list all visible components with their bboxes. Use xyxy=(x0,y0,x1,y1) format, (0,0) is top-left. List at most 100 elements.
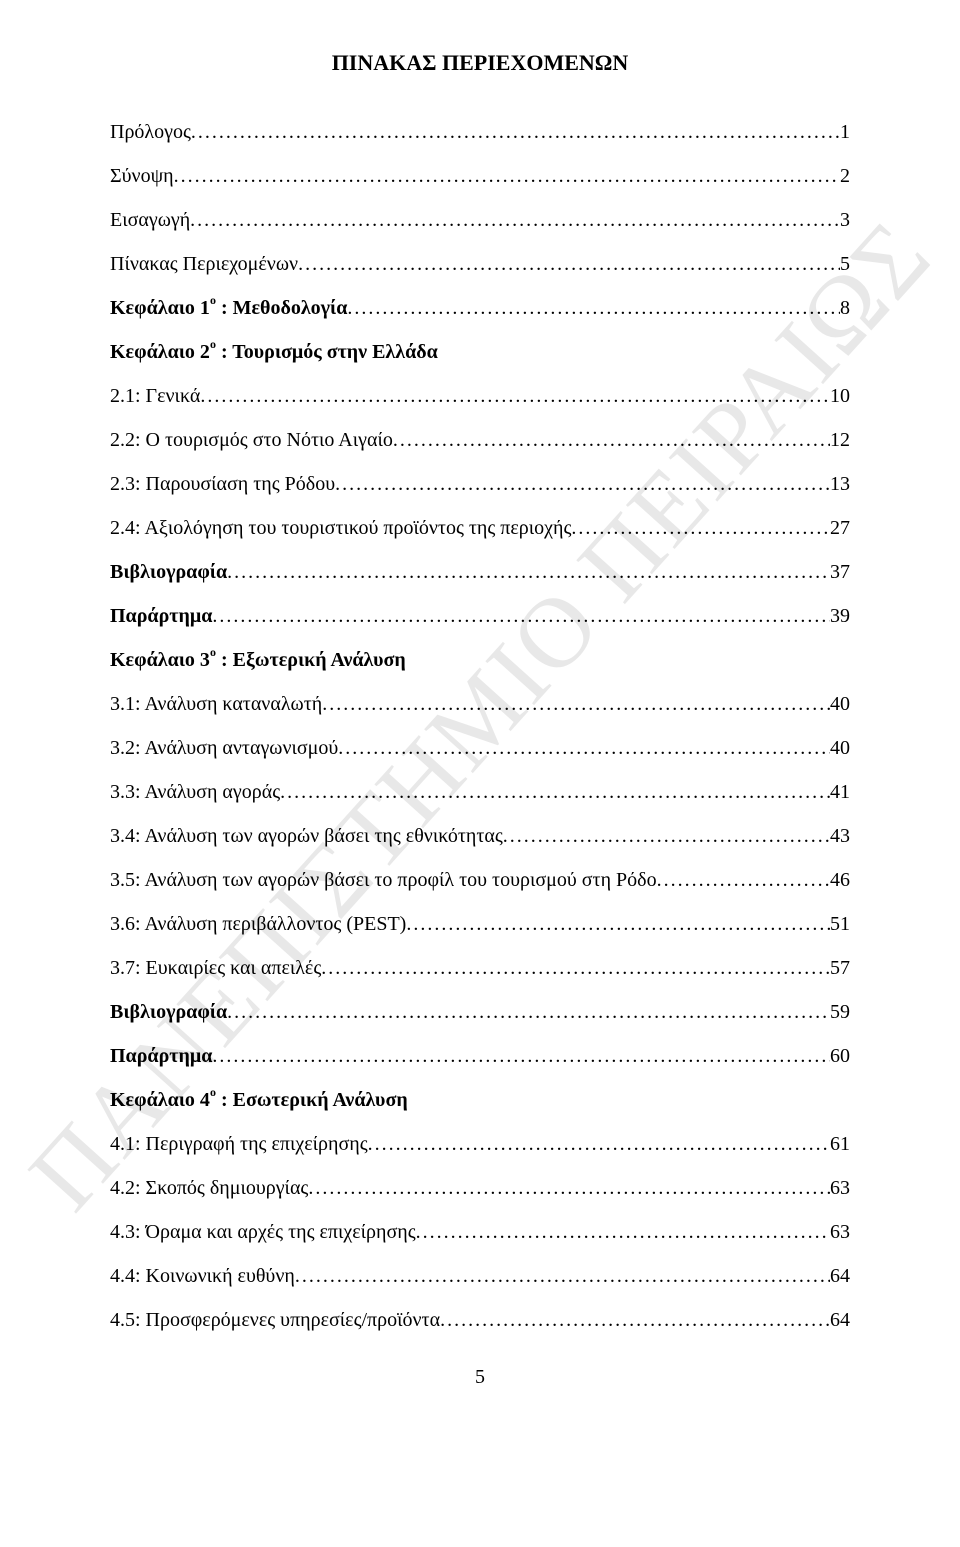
toc-entry-label: 3.4: Ανάλυση των αγορών βάσει της εθνικό… xyxy=(110,820,503,852)
toc-entry-page: 3 xyxy=(840,204,850,236)
toc-leader-dots: ........................................… xyxy=(227,996,830,1028)
toc-entry: 3.6: Ανάλυση περιβάλλοντος (PEST).......… xyxy=(110,908,850,940)
toc-entry-page: 51 xyxy=(830,908,850,940)
toc-entry-page: 39 xyxy=(830,600,850,632)
toc-entry-label: 2.2: Ο τουρισμός στο Νότιο Αιγαίο xyxy=(110,424,393,456)
toc-leader-dots: ........................................… xyxy=(393,424,830,456)
toc-entry-page: 40 xyxy=(830,688,850,720)
toc-entry-label: Κεφάλαιο 3ο : Εξωτερική Ανάλυση xyxy=(110,644,406,676)
toc-entry-page: 63 xyxy=(830,1216,850,1248)
toc-entry-page: 60 xyxy=(830,1040,850,1072)
toc-content: ΠΙΝΑΚΑΣ ΠΕΡΙΕΧΟΜΕΝΩΝ Πρόλογος...........… xyxy=(110,50,850,1389)
toc-entry-sup: ο xyxy=(210,293,216,307)
toc-entry-label: 3.5: Ανάλυση των αγορών βάσει το προφίλ … xyxy=(110,864,657,896)
toc-entry-label: Πρόλογος xyxy=(110,116,191,148)
toc-leader-dots: ........................................… xyxy=(347,292,840,324)
toc-entry-page: 8 xyxy=(840,292,850,324)
toc-leader-dots: ........................................… xyxy=(338,732,830,764)
toc-entry-page: 37 xyxy=(830,556,850,588)
toc-entry-label: Παράρτημα xyxy=(110,1040,212,1072)
toc-leader-dots: ........................................… xyxy=(280,776,830,808)
toc-entry-label: Κεφάλαιο 1ο : Μεθοδολογία xyxy=(110,292,347,324)
toc-leader-dots: ........................................… xyxy=(191,116,840,148)
toc-entry-page: 63 xyxy=(830,1172,850,1204)
toc-entry-page: 12 xyxy=(830,424,850,456)
toc-leader-dots: ........................................… xyxy=(335,468,830,500)
toc-entry: Κεφάλαιο 4ο : Εσωτερική Ανάλυση xyxy=(110,1084,850,1116)
toc-leader-dots: ........................................… xyxy=(308,1172,830,1204)
toc-entry-label: Βιβλιογραφία xyxy=(110,556,227,588)
toc-leader-dots: ........................................… xyxy=(227,556,830,588)
toc-leader-dots: ........................................… xyxy=(406,908,830,940)
toc-entry-page: 5 xyxy=(840,248,850,280)
toc-entry-page: 2 xyxy=(840,160,850,192)
toc-leader-dots: ........................................… xyxy=(298,248,840,280)
toc-entry-label: 3.6: Ανάλυση περιβάλλοντος (PEST) xyxy=(110,908,406,940)
toc-entry: Σύνοψη..................................… xyxy=(110,160,850,192)
toc-entry-page: 46 xyxy=(830,864,850,896)
toc-entry: Βιβλιογραφία............................… xyxy=(110,556,850,588)
toc-leader-dots: ........................................… xyxy=(200,380,830,412)
toc-entry: 3.2: Ανάλυση ανταγωνισμού...............… xyxy=(110,732,850,764)
toc-leader-dots: ........................................… xyxy=(321,952,830,984)
toc-leader-dots: ........................................… xyxy=(190,204,840,236)
toc-leader-dots: ........................................… xyxy=(416,1216,830,1248)
toc-entry: Εισαγωγή................................… xyxy=(110,204,850,236)
toc-entry-sup: ο xyxy=(210,337,216,351)
toc-entry: Κεφάλαιο 1ο : Μεθοδολογία...............… xyxy=(110,292,850,324)
toc-entry-sup: ο xyxy=(210,1085,216,1099)
toc-entry-label: Σύνοψη xyxy=(110,160,174,192)
toc-entry-label: 4.5: Προσφερόμενες υπηρεσίες/προϊόντα xyxy=(110,1304,440,1336)
toc-leader-dots: ........................................… xyxy=(368,1128,830,1160)
toc-entry: 3.3: Ανάλυση αγοράς.....................… xyxy=(110,776,850,808)
toc-entry-label: 2.1: Γενικά xyxy=(110,380,200,412)
toc-entry-label: 3.2: Ανάλυση ανταγωνισμού xyxy=(110,732,338,764)
toc-entry-page: 1 xyxy=(840,116,850,148)
toc-entry-label: 4.2: Σκοπός δημιουργίας xyxy=(110,1172,308,1204)
toc-entry-page: 27 xyxy=(830,512,850,544)
toc-entry-label: 2.3: Παρουσίαση της Ρόδου xyxy=(110,468,335,500)
page-title: ΠΙΝΑΚΑΣ ΠΕΡΙΕΧΟΜΕΝΩΝ xyxy=(110,50,850,76)
toc-entry: Κεφάλαιο 3ο : Εξωτερική Ανάλυση xyxy=(110,644,850,676)
toc-entry-label: 2.4: Αξιολόγηση του τουριστικού προϊόντο… xyxy=(110,512,571,544)
toc-entry-label: Κεφάλαιο 4ο : Εσωτερική Ανάλυση xyxy=(110,1084,408,1116)
toc-entry-page: 40 xyxy=(830,732,850,764)
toc-leader-dots: ........................................… xyxy=(295,1260,830,1292)
toc-entry: Παράρτημα...............................… xyxy=(110,1040,850,1072)
page-number: 5 xyxy=(110,1366,850,1389)
toc-entry: Παράρτημα...............................… xyxy=(110,600,850,632)
toc-entry-label: 3.1: Ανάλυση καταναλωτή xyxy=(110,688,322,720)
toc-leader-dots: ........................................… xyxy=(440,1304,830,1336)
toc-entry-label: 4.1: Περιγραφή της επιχείρησης xyxy=(110,1128,368,1160)
toc-entry-page: 64 xyxy=(830,1260,850,1292)
toc-entry: 4.2: Σκοπός δημιουργίας.................… xyxy=(110,1172,850,1204)
toc-entry: 4.3: Όραμα και αρχές της επιχείρησης....… xyxy=(110,1216,850,1248)
toc-leader-dots: ........................................… xyxy=(212,600,830,632)
toc-entry: 4.5: Προσφερόμενες υπηρεσίες/προϊόντα...… xyxy=(110,1304,850,1336)
toc-entry: 3.5: Ανάλυση των αγορών βάσει το προφίλ … xyxy=(110,864,850,896)
toc-leader-dots: ........................................… xyxy=(322,688,830,720)
toc-entry-label: Πίνακας Περιεχομένων xyxy=(110,248,298,280)
toc-entry: 3.1: Ανάλυση καταναλωτή.................… xyxy=(110,688,850,720)
toc-leader-dots: ........................................… xyxy=(571,512,830,544)
toc-entry: 3.7: Ευκαιρίες και απειλές..............… xyxy=(110,952,850,984)
toc-entry: Πίνακας Περιεχομένων....................… xyxy=(110,248,850,280)
toc-entry-label: 3.3: Ανάλυση αγοράς xyxy=(110,776,280,808)
toc-leader-dots: ........................................… xyxy=(503,820,830,852)
toc-entry-page: 61 xyxy=(830,1128,850,1160)
toc-entry-label: Βιβλιογραφία xyxy=(110,996,227,1028)
toc-entry: Βιβλιογραφία............................… xyxy=(110,996,850,1028)
toc-entry-label: Παράρτημα xyxy=(110,600,212,632)
toc-entry-label: 3.7: Ευκαιρίες και απειλές xyxy=(110,952,321,984)
toc-entry-page: 10 xyxy=(830,380,850,412)
toc-entry-label: 4.3: Όραμα και αρχές της επιχείρησης xyxy=(110,1216,416,1248)
toc-entry-page: 43 xyxy=(830,820,850,852)
toc-entry-label: Εισαγωγή xyxy=(110,204,190,236)
toc-leader-dots: ........................................… xyxy=(212,1040,830,1072)
toc-entry-page: 64 xyxy=(830,1304,850,1336)
toc-entry: Κεφάλαιο 2ο : Τουρισμός στην Ελλάδα xyxy=(110,336,850,368)
toc-entry: 2.4: Αξιολόγηση του τουριστικού προϊόντο… xyxy=(110,512,850,544)
toc-entry: 2.3: Παρουσίαση της Ρόδου...............… xyxy=(110,468,850,500)
toc-entry: Πρόλογος................................… xyxy=(110,116,850,148)
toc-entry: 2.1: Γενικά.............................… xyxy=(110,380,850,412)
